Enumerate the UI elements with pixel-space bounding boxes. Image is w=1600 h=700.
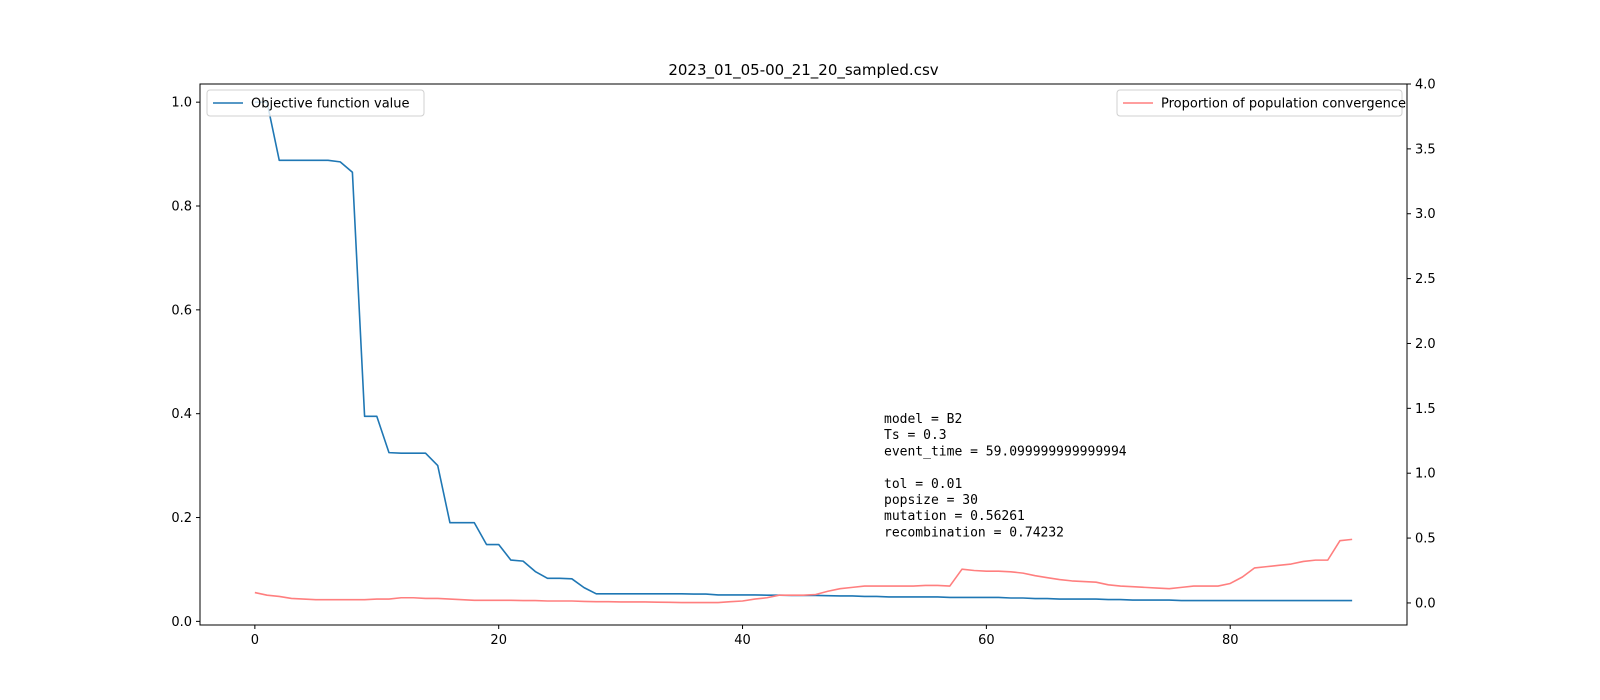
chart-title: 2023_01_05-00_21_20_sampled.csv [668,61,938,80]
axes-layer: 0 20 40 60 80 0.0 0.2 0.4 0.6 0.8 1.0 0.0 0.5 1.0 1.5 2… [171,78,1435,649]
y-left-tick-label: 1.0 [171,96,192,111]
y-right-tick-label: 2.5 [1415,272,1436,287]
x-tick-label: 0 [251,633,259,648]
legend-right-box [1116,89,1403,117]
y-left-tick-label: 0.2 [171,511,192,526]
y-right-tick-label: 0.0 [1415,596,1436,611]
y-right-tick-label: 2.0 [1415,337,1436,352]
x-tick-label: 40 [734,633,751,648]
y-right-tick-label: 4.0 [1415,78,1436,93]
y-right-tick-label: 3.0 [1415,207,1436,222]
x-tick-label: 60 [978,633,995,648]
legend-left-label: Objective function value [251,97,410,112]
y-left-tick-label: 0.0 [171,615,192,630]
y-left-tick-label: 0.4 [171,407,192,422]
y-right-tick-label: 0.5 [1415,532,1436,547]
y-left-tick-label: 0.8 [171,200,192,215]
annotation-line: mutation = 0.56261 [884,509,1025,524]
annotation-line: event_time = 59.099999999999994 [884,444,1127,459]
y-right-tick-label: 3.5 [1415,142,1436,157]
annotation-line: model = B2 [884,412,962,427]
annotation-line: recombination = 0.74232 [884,525,1064,540]
y-left-tick-label: 0.6 [171,303,192,318]
annotation-line: popsize = 30 [884,493,978,508]
x-tick-label: 20 [490,633,507,648]
annotation-line: Ts = 0.3 [884,428,947,443]
legend-right-label: Proportion of population convergence [1161,97,1406,112]
y-right-tick-label: 1.5 [1415,402,1436,417]
legend-layer: Objective function value Proportion of po… [206,89,1406,117]
y-right-tick-label: 1.0 [1415,467,1436,482]
x-tick-label: 80 [1222,633,1239,648]
series-line-right [254,538,1353,604]
series-layer [254,101,1353,604]
legend-left-box [206,89,425,117]
plot-frame [199,83,1408,626]
annotation-line: tol = 0.01 [884,477,962,492]
